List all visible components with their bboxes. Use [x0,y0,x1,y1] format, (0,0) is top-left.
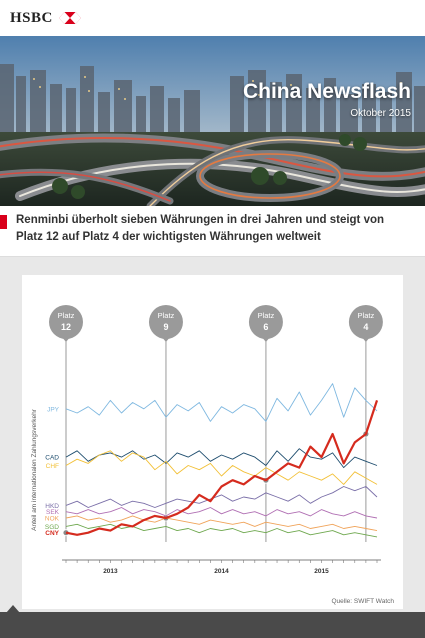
marker-rank: 6 [263,322,268,332]
marker-badge [148,305,183,339]
subheadline: Renminbi überholt sieben Währungen in dr… [16,214,385,243]
x-tick-label: 2013 [103,568,118,575]
marker-label: Platz [258,311,275,320]
marker-rank: 9 [163,322,168,332]
series-line-sgd [65,523,378,538]
issue-date: Oktober 2015 [350,108,411,119]
rank-markers: Platz 12 Platz 9 Platz 6 Platz 4 [49,305,383,542]
marker-pointer [61,336,71,342]
hsbc-logo: HSBC [10,9,81,27]
marker-pointer [160,336,171,342]
rank-marker: Platz 12 [49,305,83,542]
series-label-jpy: JPY [47,406,60,413]
marker-label: Platz [58,311,75,320]
header-bar: HSBC [0,0,425,36]
x-axis: 2013 2014 2015 [62,559,381,575]
series-line-cny [65,400,379,536]
series-line-jpy [65,383,378,422]
y-axis-label: Anteil am internationalen Zahlungsverkeh… [31,408,38,531]
rank-marker: Platz 9 [148,305,183,542]
series-label-sek: SEK [46,509,60,516]
series-line-hkd [65,486,378,508]
series-label-nok: NOK [45,516,60,523]
marker-pointer [260,336,271,342]
subheadline-band: Renminbi überholt sieben Währungen in dr… [0,206,425,257]
marker-pointer [360,336,371,342]
red-accent-marker [0,215,7,229]
city-interchange-illustration [0,36,425,206]
series-lines [65,383,379,538]
marker-rank: 4 [363,322,368,332]
marker-badge [248,305,283,339]
marker-badge [348,305,383,339]
marker-label: Platz [358,311,375,320]
x-tick-label: 2015 [314,568,329,575]
series-line-nok [65,515,378,532]
footer-bar [0,612,425,638]
footer-notch [6,605,20,613]
series-label-hkd: HKD [45,503,59,510]
marker-rank: 12 [61,322,71,332]
source-note: Quelle: SWIFT Watch [332,598,395,605]
series-label-chf: CHF [46,463,59,470]
series-line-sek [65,507,378,519]
series-label-sgd: SGD [45,524,59,531]
logo-text: HSBC [10,9,53,26]
marker-label: Platz [158,311,175,320]
x-tick-label: 2014 [214,568,229,575]
series-line-chf [65,450,378,485]
series-line-cad [65,448,378,469]
series-label-cad: CAD [45,455,59,462]
hero-image: China Newsflash Oktober 2015 [0,36,425,206]
page-title: China Newsflash [242,80,411,103]
hexagon-logo-icon [58,12,81,24]
rank-marker: Platz 6 [248,305,283,542]
chart-card: Platz 12 Platz 9 Platz 6 Platz 4 JPY CAD CHF HKD SE… [22,275,403,609]
rank-marker: Platz 4 [348,305,383,542]
marker-badge [49,305,83,339]
series-label-cny: CNY [45,530,59,537]
